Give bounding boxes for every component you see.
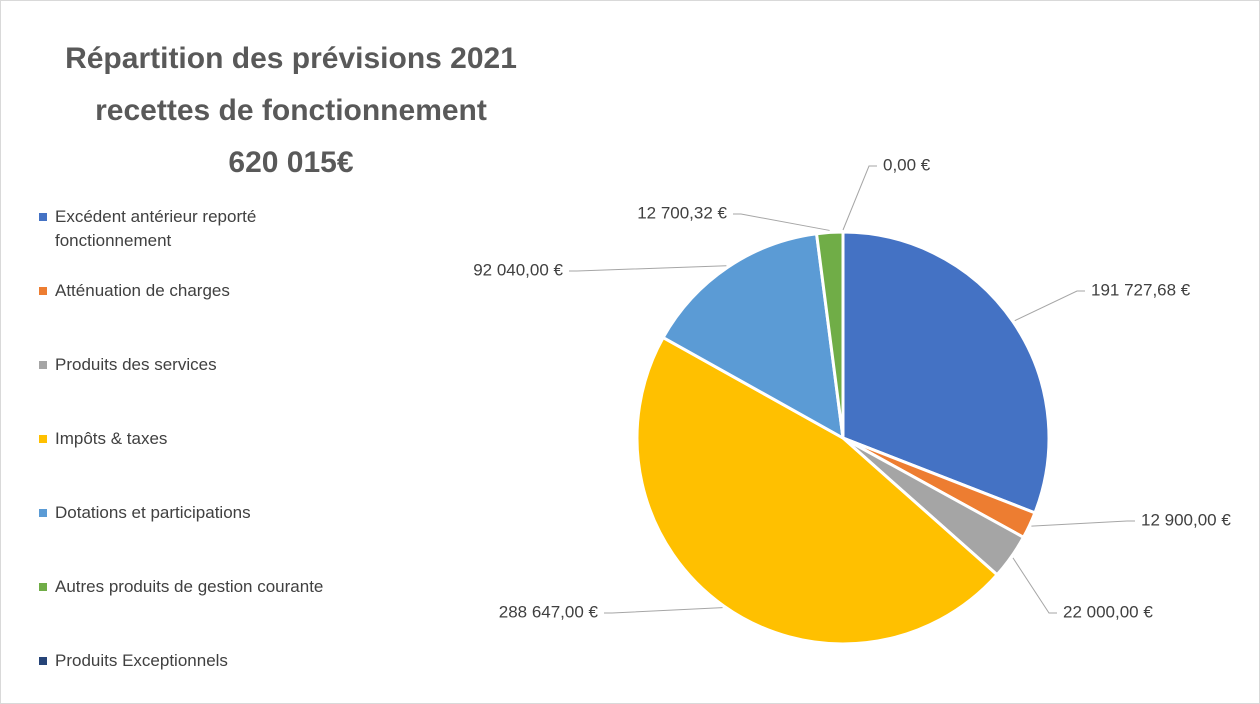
legend-item: Atténuation de charges (39, 279, 419, 353)
legend-item: Dotations et participations (39, 501, 419, 575)
legend-label: Atténuation de charges (55, 281, 230, 300)
leader-line (733, 213, 830, 231)
legend-item: Impôts & taxes (39, 427, 419, 501)
legend-item: Autres produits de gestion courante (39, 575, 419, 649)
pie-slice (841, 230, 1051, 515)
chart-title: Répartition des prévisions 2021 recettes… (65, 42, 517, 179)
leader-line (1031, 520, 1135, 527)
pie-slice (661, 232, 845, 441)
legend: Excédent antérieur reporté fonctionnemen… (39, 205, 419, 703)
legend-item: Produits des services (39, 353, 419, 427)
leader-line (569, 265, 727, 272)
leader-line (604, 607, 723, 614)
legend-swatch (39, 509, 47, 517)
legend-label: Produits Exceptionnels (55, 651, 228, 670)
legend-swatch (39, 583, 47, 591)
leader-line (1012, 557, 1057, 614)
data-label: 12 900,00 € (1141, 510, 1231, 529)
legend-label: Impôts & taxes (55, 429, 168, 448)
data-label: 0,00 € (883, 155, 931, 174)
legend-swatch (39, 361, 47, 369)
legend-swatch (39, 657, 47, 665)
data-label: 12 700,32 € (637, 203, 727, 222)
legend-label: Excédent antérieur reporté fonctionnemen… (55, 207, 257, 250)
data-label: 288 647,00 € (499, 602, 599, 621)
legend-label: Dotations et participations (55, 503, 251, 522)
legend-label: Autres produits de gestion courante (55, 577, 324, 596)
legend-item: Produits Exceptionnels (39, 649, 419, 703)
leader-line (1014, 290, 1085, 322)
data-label: 22 000,00 € (1063, 602, 1153, 621)
legend-swatch (39, 213, 47, 221)
legend-swatch (39, 435, 47, 443)
data-label: 92 040,00 € (473, 260, 563, 279)
leader-line (842, 165, 877, 231)
data-label: 191 727,68 € (1091, 280, 1191, 299)
legend-item: Excédent antérieur reporté fonctionnemen… (39, 205, 419, 279)
legend-swatch (39, 287, 47, 295)
legend-label: Produits des services (55, 355, 217, 374)
pie-slice (635, 335, 1000, 646)
